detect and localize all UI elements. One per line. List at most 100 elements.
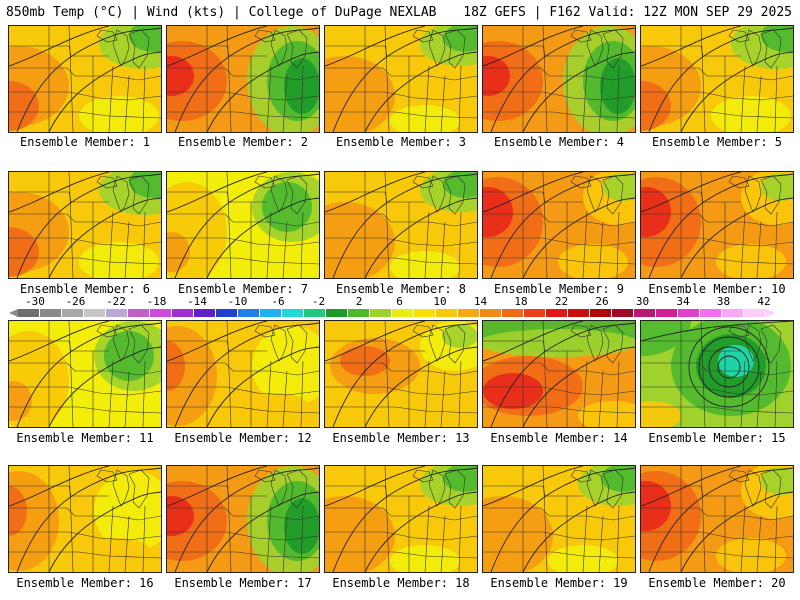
colorbar-tick-label: -14 xyxy=(187,295,207,308)
height-contours xyxy=(325,466,477,572)
colorbar-swatch xyxy=(62,309,84,317)
temperature-anomaly-region xyxy=(167,341,185,391)
height-contours xyxy=(167,172,319,278)
colorbar-swatch xyxy=(700,309,722,317)
colorbar-swatch xyxy=(634,309,656,317)
temperature-anomaly-region xyxy=(129,172,161,198)
temperature-anomaly-region xyxy=(284,58,319,114)
state-boundaries xyxy=(641,26,793,132)
temperature-anomaly-region xyxy=(167,56,194,96)
state-boundaries xyxy=(325,172,477,278)
ensemble-member-label: Ensemble Member: 2 xyxy=(177,135,309,149)
colorbar-swatch xyxy=(326,309,348,317)
state-boundaries xyxy=(167,26,319,132)
temperature-anomaly-region xyxy=(600,58,635,114)
ensemble-member-label: Ensemble Member: 11 xyxy=(16,431,154,445)
ensemble-member-label: Ensemble Member: 7 xyxy=(177,282,309,296)
colorbar-swatch xyxy=(238,309,260,317)
colorbar-swatch xyxy=(392,309,414,317)
colorbar-swatch xyxy=(414,309,436,317)
colorbar-low-arrow xyxy=(9,309,18,317)
colorbar-swatch xyxy=(524,309,546,317)
temperature-anomaly-region xyxy=(761,467,793,495)
temperature-anomaly-region xyxy=(483,373,543,409)
temperature-anomaly-region xyxy=(641,321,691,356)
temperature-anomaly-region xyxy=(443,466,477,492)
colorbar-swatch xyxy=(106,309,128,317)
ensemble-member-map xyxy=(324,320,478,428)
ensemble-member-label: Ensemble Member: 19 xyxy=(490,576,628,590)
ensemble-member-label: Ensemble Member: 12 xyxy=(174,431,312,445)
temperature-anomaly-region xyxy=(641,81,671,131)
colorbar-swatch xyxy=(194,309,216,317)
ensemble-member-label: Ensemble Member: 15 xyxy=(648,431,786,445)
temperature-colorbar: -30 -26 -22 -18 -14 -10 -6 -2 2 6 10 14 18 22 26 30 34 38… xyxy=(0,296,800,318)
temperature-anomaly-region xyxy=(284,498,319,554)
height-contours xyxy=(9,172,161,278)
colorbar-swatch xyxy=(502,309,524,317)
height-contours xyxy=(483,172,635,278)
colorbar-swatch xyxy=(612,309,634,317)
ensemble-member-label: Ensemble Member: 4 xyxy=(493,135,625,149)
temperature-anomaly-region xyxy=(129,26,161,52)
ensemble-member-map xyxy=(324,465,478,573)
colorbar-swatch xyxy=(150,309,172,317)
temperature-anomaly-region xyxy=(443,172,477,198)
ensemble-member-map xyxy=(640,171,794,279)
colorbar-tick-label: 42 xyxy=(757,295,771,308)
colorbar-swatch xyxy=(304,309,326,317)
temperature-anomaly-region xyxy=(242,393,312,427)
temperature-anomaly-region xyxy=(483,187,513,237)
state-boundaries xyxy=(325,26,477,132)
colorbar-tick-label: -10 xyxy=(227,295,248,308)
colorbar-tick-label: -22 xyxy=(106,295,126,308)
ensemble-member-map xyxy=(482,320,636,428)
height-contours xyxy=(641,321,793,408)
colorbar-swatch xyxy=(436,309,458,317)
temperature-anomaly-region xyxy=(9,81,39,131)
temperature-anomaly-region xyxy=(761,173,793,201)
ensemble-member-map xyxy=(8,25,162,133)
colorbar-swatch xyxy=(568,309,590,317)
temperature-anomaly-region xyxy=(84,538,154,572)
colorbar-tick-label: 6 xyxy=(396,295,403,308)
temperature-anomaly-region xyxy=(79,242,159,278)
colorbar-swatch xyxy=(172,309,194,317)
temperature-anomaly-region xyxy=(716,538,786,572)
colorbar-tick-label: -2 xyxy=(311,295,326,308)
colorbar-swatch xyxy=(348,309,370,317)
height-contours xyxy=(641,26,793,132)
temperature-anomaly-region xyxy=(711,96,791,132)
colorbar-swatch xyxy=(216,309,238,317)
colorbar-tick-label: 22 xyxy=(554,295,569,308)
height-contours xyxy=(9,321,161,427)
ensemble-member-map xyxy=(166,171,320,279)
colorbar-tick-label: 18 xyxy=(514,295,528,308)
ensemble-member-label: Ensemble Member: 8 xyxy=(335,282,467,296)
colorbar-swatch xyxy=(656,309,678,317)
colorbar-tick-label: 26 xyxy=(595,295,609,308)
ensemble-member-map xyxy=(324,171,478,279)
colorbar-tick-label: 34 xyxy=(676,295,690,308)
ensemble-member-label: Ensemble Member: 5 xyxy=(651,135,783,149)
temperature-anomaly-region xyxy=(641,187,671,237)
colorbar-swatch xyxy=(480,309,502,317)
colorbar-swatch xyxy=(40,309,62,317)
ensemble-member-label: Ensemble Member: 6 xyxy=(19,282,151,296)
ensemble-member-label: Ensemble Member: 13 xyxy=(332,431,470,445)
ensemble-member-map xyxy=(482,171,636,279)
height-contours xyxy=(483,26,635,132)
product-title: 850mb Temp (°C) | Wind (kts) | College o… xyxy=(6,5,437,20)
state-boundaries xyxy=(167,321,319,427)
height-contours xyxy=(483,321,635,427)
height-contours xyxy=(641,466,793,572)
height-contours xyxy=(9,466,161,572)
ensemble-member-label: Ensemble Member: 1 xyxy=(19,135,151,149)
state-boundaries xyxy=(325,321,477,427)
temperature-anomaly-region xyxy=(167,496,194,536)
colorbar-swatch xyxy=(546,309,568,317)
temperature-anomaly-region xyxy=(483,56,510,96)
height-contours xyxy=(167,321,319,427)
temperature-anomaly-region xyxy=(718,345,754,377)
ensemble-member-map xyxy=(166,25,320,133)
